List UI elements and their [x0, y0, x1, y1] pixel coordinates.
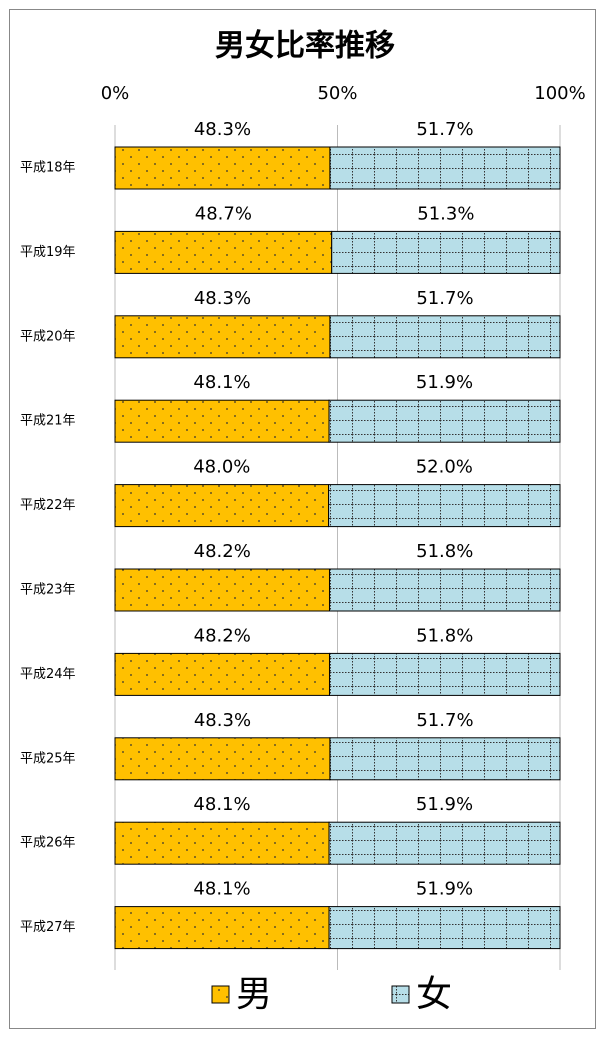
bar-segment: [114, 906, 330, 950]
y-tick-label: 平成19年: [20, 245, 76, 260]
legend-label: 男: [236, 974, 272, 1015]
bar-segment: [114, 315, 331, 359]
data-label: 48.2%: [194, 625, 251, 646]
data-label: 51.8%: [416, 625, 473, 646]
y-tick-label: 平成18年: [20, 161, 76, 176]
bar-segment: [329, 146, 561, 190]
y-tick-label: 平成23年: [20, 583, 76, 598]
bar-segment: [114, 146, 331, 190]
bar-segment: [114, 230, 333, 274]
data-label: 51.7%: [416, 710, 473, 731]
bar-segment: [328, 484, 561, 528]
bar-segment: [114, 399, 330, 443]
data-label: 52.0%: [416, 457, 473, 478]
bar-segment: [328, 821, 561, 865]
data-label: 48.1%: [193, 879, 250, 900]
data-label: 51.9%: [416, 372, 473, 393]
y-tick-label: 平成24年: [20, 667, 76, 682]
bar-segment: [114, 652, 330, 696]
bar-segment: [329, 315, 561, 359]
bar-segment: [328, 652, 561, 696]
data-label: 48.1%: [193, 372, 250, 393]
legend-swatch: [391, 985, 410, 1004]
bar-segment: [114, 484, 330, 528]
x-tick-label: 0%: [101, 83, 130, 104]
data-label: 51.7%: [416, 119, 473, 140]
y-tick-label: 平成20年: [20, 329, 76, 344]
bar-segment: [328, 399, 561, 443]
x-tick-label: 50%: [317, 83, 357, 104]
bar-segment: [331, 230, 561, 274]
bar-segment: [329, 737, 561, 781]
bar-segment: [114, 568, 330, 612]
legend-swatch: [211, 985, 230, 1004]
data-label: 48.3%: [194, 710, 251, 731]
y-tick-label: 平成26年: [20, 836, 76, 851]
bar-segment: [328, 568, 561, 612]
legend-label: 女: [416, 974, 452, 1015]
data-label: 48.1%: [193, 794, 250, 815]
data-label: 48.2%: [194, 541, 251, 562]
x-tick-label: 100%: [534, 83, 585, 104]
data-label: 48.7%: [195, 203, 252, 224]
data-label: 51.9%: [416, 794, 473, 815]
bar-segment: [114, 821, 330, 865]
y-tick-label: 平成21年: [20, 414, 76, 429]
bar-segment: [328, 906, 561, 950]
data-label: 51.3%: [417, 203, 474, 224]
data-label: 48.3%: [194, 288, 251, 309]
y-tick-label: 平成25年: [20, 751, 76, 766]
data-label: 48.3%: [194, 119, 251, 140]
data-label: 51.9%: [416, 879, 473, 900]
data-label: 51.8%: [416, 541, 473, 562]
data-label: 48.0%: [193, 457, 250, 478]
y-tick-label: 平成22年: [20, 498, 76, 513]
chart-title: 男女比率推移: [215, 29, 395, 64]
data-label: 51.7%: [416, 288, 473, 309]
bar-segment: [114, 737, 331, 781]
y-tick-label: 平成27年: [20, 920, 76, 935]
